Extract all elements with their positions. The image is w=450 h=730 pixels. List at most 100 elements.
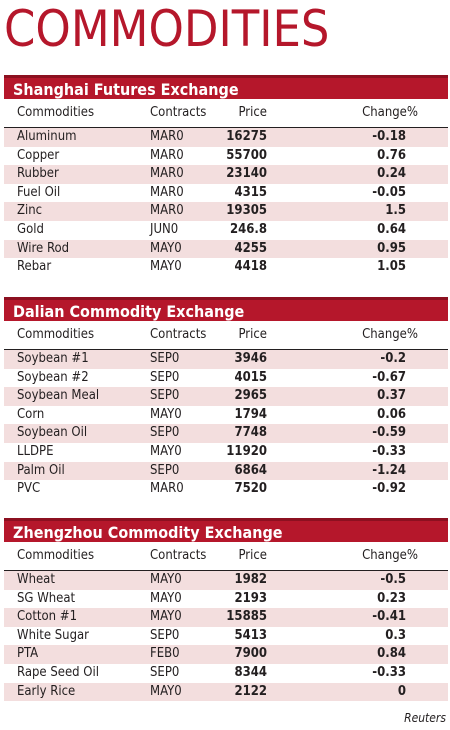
section-header: Zhengzhou Commodity Exchange — [4, 518, 448, 542]
cell-commodity: Rebar — [17, 259, 52, 275]
cell-change: 1.05 — [377, 259, 406, 275]
table-row: Soybean Oil SEP0 7748 -0.59 — [4, 424, 448, 443]
table-row: Wire Rod MAY0 4255 0.95 — [4, 239, 448, 259]
cell-change: -0.33 — [372, 443, 406, 459]
cell-change: -0.2 — [380, 351, 406, 366]
cell-commodity: Corn — [17, 406, 45, 422]
cell-commodity: Early Rice — [17, 683, 76, 699]
cell-price: 4315 — [234, 184, 267, 200]
cell-commodity: Cotton #1 — [17, 609, 78, 625]
column-headers: Commodities Contracts Price Change% — [4, 99, 448, 128]
table-row: Early Rice MAY0 2122 0 — [4, 682, 448, 702]
cell-commodity: Soybean #2 — [17, 369, 89, 385]
cell-contract: SEP0 — [150, 351, 180, 366]
table-row: Fuel Oil MAR0 4315 -0.05 — [4, 184, 448, 203]
table-row: Palm Oil SEP0 6864 -1.24 — [4, 461, 448, 481]
table-row: White Sugar SEP0 5413 0.3 — [4, 627, 448, 646]
cell-contract: MAR0 — [150, 147, 184, 163]
cell-commodity: Soybean Oil — [17, 425, 88, 441]
cell-contract: SEP0 — [150, 462, 180, 478]
cell-price: 19305 — [226, 203, 267, 219]
column-headers: Commodities Contracts Price Change% — [4, 321, 448, 350]
cell-price: 2193 — [234, 590, 267, 606]
cell-contract: FEB0 — [150, 646, 180, 662]
cell-commodity: White Sugar — [17, 627, 89, 643]
cell-change: -0.05 — [372, 184, 406, 200]
cell-price: 23140 — [226, 166, 267, 182]
cell-price: 11920 — [226, 443, 267, 459]
table-row: Zinc MAR0 19305 1.5 — [4, 202, 448, 221]
cell-change: 1.5 — [385, 203, 406, 219]
cell-commodity: Gold — [17, 221, 44, 237]
cell-change: 0.76 — [377, 147, 406, 163]
cell-price: 4015 — [234, 369, 267, 385]
cell-change: -0.92 — [372, 481, 406, 497]
table-row: PVC MAR0 7520 -0.92 — [4, 480, 448, 499]
table-row: Corn MAY0 1794 0.06 — [4, 406, 448, 425]
cell-commodity: SG Wheat — [17, 590, 76, 606]
table-row: Gold JUN0 246.8 0.64 — [4, 221, 448, 240]
cell-contract: MAR0 — [150, 166, 184, 182]
cell-commodity: Wheat — [17, 572, 55, 587]
cell-price: 7748 — [234, 425, 267, 441]
column-header-commodities: Commodities — [17, 327, 95, 342]
page-title: COMMODITIES — [4, 0, 330, 58]
cell-commodity: Zinc — [17, 203, 43, 219]
cell-change: 0.23 — [377, 590, 406, 606]
cell-price: 6864 — [234, 462, 267, 478]
cell-change: -0.5 — [380, 572, 406, 587]
table-row: Soybean #1 SEP0 3946 -0.2 — [4, 350, 448, 369]
column-headers: Commodities Contracts Price Change% — [4, 542, 448, 571]
cell-price: 2122 — [234, 683, 267, 699]
cell-price: 16275 — [226, 129, 267, 144]
table-row: Rape Seed Oil SEP0 8344 -0.33 — [4, 664, 448, 683]
cell-contract: MAY0 — [150, 590, 182, 606]
cell-contract: MAY0 — [150, 609, 182, 625]
cell-commodity: Palm Oil — [17, 462, 65, 478]
column-header-price: Price — [238, 548, 267, 563]
cell-contract: SEP0 — [150, 388, 180, 404]
table-row: Copper MAR0 55700 0.76 — [4, 147, 448, 166]
table-row: Rubber MAR0 23140 0.24 — [4, 165, 448, 184]
cell-contract: MAY0 — [150, 240, 182, 256]
cell-contract: SEP0 — [150, 369, 180, 385]
table-row: PTA FEB0 7900 0.84 — [4, 645, 448, 664]
cell-contract: MAY0 — [150, 683, 182, 699]
table-row: Rebar MAY0 4418 1.05 — [4, 258, 448, 277]
cell-price: 15885 — [226, 609, 267, 625]
table-row: Soybean #2 SEP0 4015 -0.67 — [4, 369, 448, 388]
table-row: Soybean Meal SEP0 2965 0.37 — [4, 387, 448, 406]
cell-change: -0.41 — [372, 609, 406, 625]
cell-contract: JUN0 — [150, 221, 179, 237]
cell-contract: MAY0 — [150, 259, 182, 275]
cell-price: 8344 — [234, 664, 267, 680]
column-header-contracts: Contracts — [150, 327, 207, 342]
cell-change: 0.95 — [377, 240, 406, 256]
cell-commodity: Soybean Meal — [17, 388, 100, 404]
cell-contract: MAY0 — [150, 443, 182, 459]
cell-price: 1794 — [234, 406, 267, 422]
column-header-price: Price — [238, 327, 267, 342]
cell-change: 0.24 — [377, 166, 406, 182]
cell-change: -0.67 — [372, 369, 406, 385]
column-header-change: Change% — [362, 327, 418, 342]
table-row: LLDPE MAY0 11920 -0.33 — [4, 443, 448, 462]
column-header-change: Change% — [362, 548, 418, 563]
cell-change: 0.06 — [377, 406, 406, 422]
column-header-commodities: Commodities — [17, 548, 95, 563]
cell-contract: MAY0 — [150, 406, 182, 422]
cell-contract: MAR0 — [150, 184, 184, 200]
cell-contract: SEP0 — [150, 664, 180, 680]
cell-price: 4255 — [234, 240, 267, 256]
cell-change: -1.24 — [372, 462, 406, 478]
cell-commodity: Rubber — [17, 166, 59, 182]
section-header: Dalian Commodity Exchange — [4, 297, 448, 321]
table-row: Wheat MAY0 1982 -0.5 — [4, 571, 448, 590]
cell-contract: SEP0 — [150, 627, 180, 643]
cell-commodity: Soybean #1 — [17, 351, 89, 366]
cell-change: 0.37 — [377, 388, 406, 404]
cell-price: 7520 — [234, 481, 267, 497]
cell-contract: SEP0 — [150, 425, 180, 441]
cell-commodity: Rape Seed Oil — [17, 664, 100, 680]
column-header-contracts: Contracts — [150, 548, 207, 563]
